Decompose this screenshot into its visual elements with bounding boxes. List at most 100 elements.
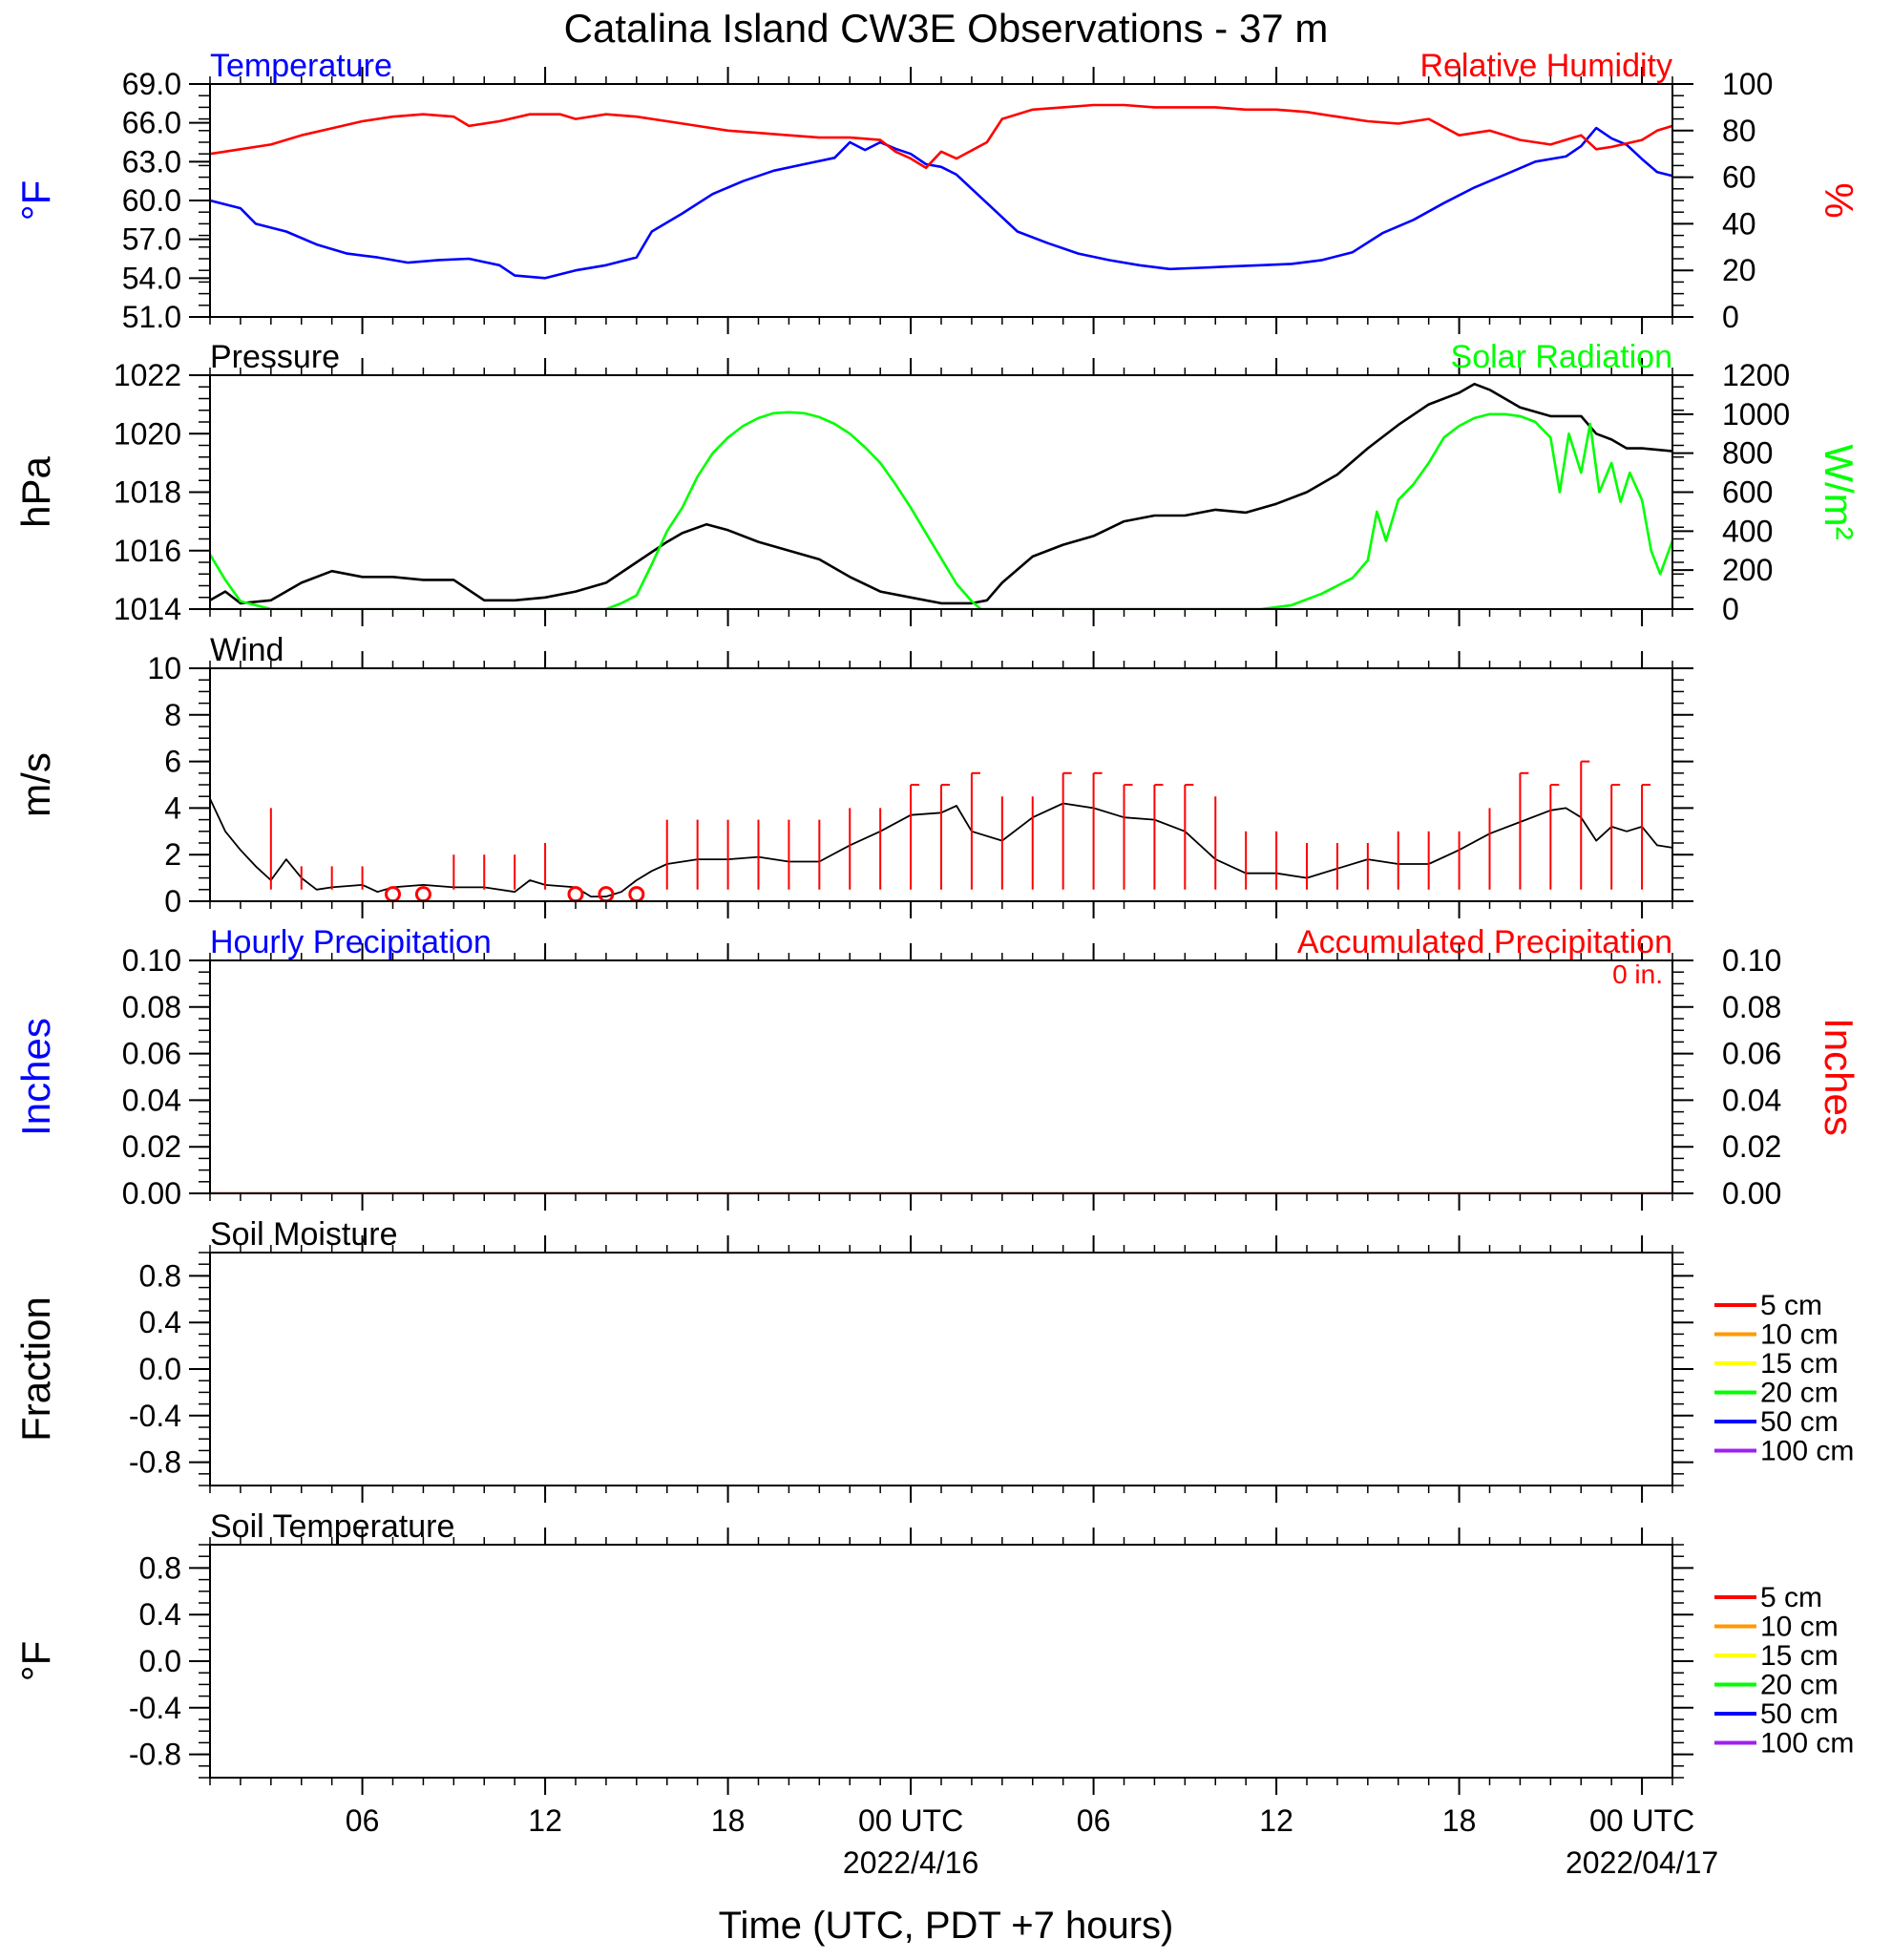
y-tick-label: 0.08 [1722,990,1781,1024]
y-axis-label-left: m/s [13,752,58,817]
y-tick-label: 0.04 [1722,1083,1781,1117]
y-tick-label: 0.10 [122,943,181,978]
y-tick-label: 20 [1722,253,1756,287]
legend-label: 20 cm [1760,1378,1839,1409]
y-axis-label-right: % [1817,182,1861,218]
y-axis-label-left: °F [13,180,58,221]
panel-frame [209,1252,1673,1486]
y-tick-label: 0 [1722,300,1739,334]
legend-label: 20 cm [1760,1670,1839,1701]
legend-label: 100 cm [1760,1728,1854,1760]
panels: 51.054.057.060.063.066.069.0020406080100… [13,48,1861,1795]
panel-soilm: -0.8 -0.4 0.0 0.4 0.8 Soil Moisture Fraction 5 … [13,1216,1854,1503]
y-tick-label: 0 [164,884,181,918]
panel-frame [209,1544,1673,1779]
panel-frame [209,959,1673,1194]
y-tick-label: 1020 [114,416,181,451]
panel-frame [209,83,1673,318]
x-tick-label: 00 UTC [1589,1803,1694,1838]
series-group [210,103,1672,280]
y-tick-label: 6 [164,745,181,779]
legend-label: 15 cm [1760,1640,1839,1672]
legend-label: 10 cm [1760,1319,1839,1351]
legend-label: 100 cm [1760,1436,1854,1467]
panel-title-left: Wind [210,632,284,668]
panel-title-right: Relative Humidity [1419,48,1672,84]
calm-marker [385,886,401,903]
y-tick-label: 63.0 [122,144,181,179]
y-tick-label: 80 [1722,114,1756,148]
x-tick-label: 06 [1077,1803,1111,1838]
y-tick-label: 1014 [114,592,181,626]
y-tick-label: 0.02 [1722,1129,1781,1164]
panel-title-right: Accumulated Precipitation [1297,924,1672,960]
x-axis-label: Time (UTC, PDT +7 hours) [719,1905,1174,1947]
y-tick-label: 0.0 [139,1352,181,1386]
accumulated-total: 0 in. [1612,959,1663,989]
legend-label: 15 cm [1760,1348,1839,1380]
y-tick-label: 0.06 [1722,1037,1781,1071]
y-tick-label: -0.8 [129,1738,181,1772]
y-tick-label: 69.0 [122,67,181,101]
x-tick-label: 18 [711,1803,746,1838]
panel-wind: 0 2 4 6 8 10 Wind m/s [13,632,1693,918]
y-tick-label: 0.0 [139,1644,181,1678]
panel-title-left: Soil Moisture [210,1216,398,1253]
series-line-right [210,103,1672,170]
y-tick-label: 0.04 [122,1083,181,1117]
y-tick-label: -0.4 [129,1691,181,1725]
series-line-left [210,126,1672,280]
panel-title-left: Soil Temperature [210,1508,454,1545]
y-tick-label: 57.0 [122,222,181,257]
y-tick-label: 1022 [114,358,181,392]
y-axis-label-right: W/m² [1817,444,1861,539]
y-tick-label: 1000 [1722,397,1790,432]
y-tick-label: 0.8 [139,1258,181,1293]
x-tick-label: 12 [1259,1803,1293,1838]
y-tick-label: 0.4 [139,1305,181,1339]
y-tick-label: 10 [147,651,181,685]
panel-title-left: Pressure [210,339,340,375]
y-tick-label: 60 [1722,160,1756,195]
y-tick-label: 4 [164,790,181,825]
panel-precip: 0.00 0.02 0.04 0.06 0.08 0.10 0.00 0.02 0.04 0.06… [13,924,1861,1211]
x-tick-label: 06 [346,1803,380,1838]
legend-label: 50 cm [1760,1406,1839,1438]
y-tick-label: 54.0 [122,261,181,295]
panel-pressure: 1014 1016 1018 1020 1022 0 200 400 600 800 1000 120… [13,339,1861,626]
series-group [210,382,1672,609]
y-tick-label: 0.4 [139,1597,181,1632]
x-tick-label: 00 UTC [858,1803,963,1838]
y-tick-label: 600 [1722,475,1773,510]
y-tick-label: 8 [164,698,181,732]
calm-marker [628,886,645,903]
y-tick-label: 2 [164,837,181,872]
y-tick-label: 100 [1722,67,1773,101]
y-axis-label-left: Inches [13,1018,58,1136]
y-tick-label: 60.0 [122,183,181,218]
calm-marker [414,886,431,903]
y-tick-label: 200 [1722,553,1773,587]
y-tick-label: 0.06 [122,1037,181,1071]
calm-marker [567,886,584,903]
panel-title-right: Solar Radiation [1451,339,1672,375]
legend-label: 5 cm [1760,1582,1822,1613]
y-tick-label: 0.02 [122,1129,181,1164]
y-axis-label-left: Fraction [13,1296,58,1442]
y-axis-label-right: Inches [1817,1018,1861,1136]
y-tick-label: 1016 [114,534,181,568]
series-line-right [210,411,1672,609]
x-date-label: 2022/04/17 [1566,1845,1718,1880]
x-date-label: 2022/4/16 [843,1845,978,1880]
y-axis-label-left: °F [13,1641,58,1681]
legend-label: 10 cm [1760,1612,1839,1643]
y-tick-label: 1018 [114,475,181,510]
legend-label: 50 cm [1760,1698,1839,1730]
series-line-left [210,382,1672,605]
figure-title: Catalina Island CW3E Observations - 37 m [564,6,1329,51]
y-tick-label: 0.8 [139,1550,181,1585]
y-tick-label: -0.8 [129,1445,181,1480]
x-tick-label: 18 [1442,1803,1477,1838]
y-tick-label: 51.0 [122,300,181,334]
